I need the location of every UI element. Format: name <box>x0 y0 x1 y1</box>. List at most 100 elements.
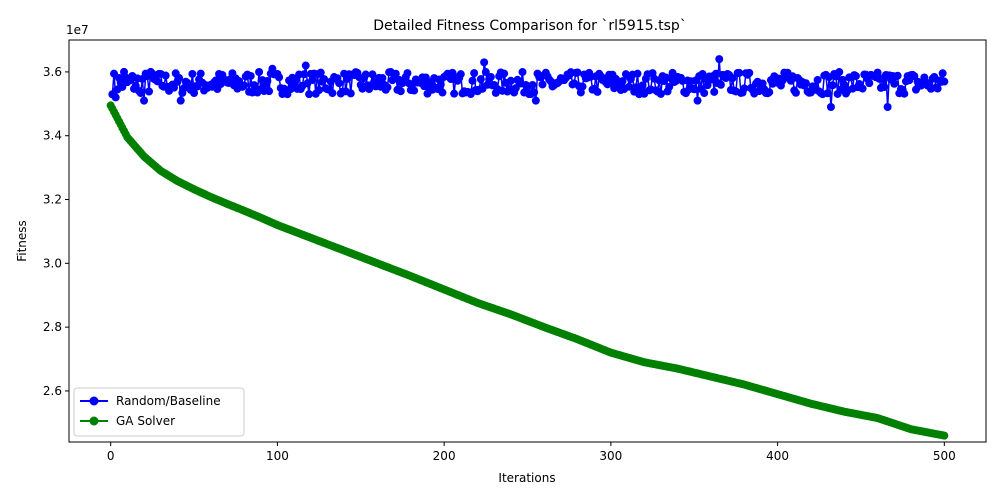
random-baseline-point <box>175 73 184 82</box>
random-baseline-point <box>391 69 400 78</box>
random-baseline-point <box>813 75 822 84</box>
random-baseline-point <box>893 71 902 80</box>
random-baseline-point <box>826 103 835 111</box>
x-axis-ticks: 0 100 200 300 400 500 <box>107 442 956 463</box>
random-baseline-point <box>190 89 199 98</box>
random-baseline-point <box>118 82 127 91</box>
random-baseline-point <box>305 90 314 99</box>
random-baseline-point <box>693 96 702 105</box>
random-baseline-point <box>361 70 370 79</box>
random-baseline-point <box>938 69 947 78</box>
random-baseline-point <box>715 55 724 64</box>
y-tick-label: 3.0 <box>43 256 62 270</box>
random-baseline-point <box>506 76 515 85</box>
random-baseline-point <box>240 81 249 90</box>
random-baseline-point <box>476 75 485 84</box>
random-baseline-point <box>468 76 477 85</box>
random-baseline-point <box>486 72 495 81</box>
random-baseline-point <box>890 79 899 88</box>
random-baseline-point <box>530 88 539 97</box>
random-baseline-point <box>111 93 120 102</box>
random-baseline-point <box>300 70 309 79</box>
random-baseline-point <box>531 96 540 105</box>
random-baseline-point <box>480 58 489 67</box>
random-baseline-point <box>263 77 272 85</box>
random-baseline-point <box>528 81 537 89</box>
random-baseline-point <box>410 86 419 95</box>
random-baseline-point <box>316 68 325 77</box>
random-baseline-point <box>933 84 942 93</box>
random-baseline-point <box>765 88 774 97</box>
legend-entry-ga: GA Solver <box>80 414 175 428</box>
random-baseline-point <box>346 89 355 98</box>
y-axis-label: Fitness <box>15 220 29 262</box>
random-baseline-point <box>883 103 892 111</box>
y-tick-label: 2.8 <box>43 320 62 334</box>
random-baseline-point <box>421 73 430 82</box>
random-baseline-point <box>745 68 754 77</box>
random-baseline-point <box>246 71 255 80</box>
random-baseline-point <box>161 71 170 80</box>
ga-solver-line <box>110 105 945 437</box>
random-baseline-point <box>740 84 749 93</box>
random-baseline-point <box>368 70 377 79</box>
random-baseline-point <box>176 96 185 105</box>
y-axis-ticks: 2.6 2.8 3.0 3.2 3.4 3.6 <box>43 65 69 398</box>
legend-label-ga: GA Solver <box>116 414 175 428</box>
plot-frame <box>68 39 987 443</box>
legend: Random/Baseline GA Solver <box>73 387 245 437</box>
random-baseline-point <box>436 80 445 89</box>
random-baseline-point <box>828 81 837 90</box>
random-baseline-point <box>335 79 344 88</box>
random-baseline-point <box>690 85 699 94</box>
random-baseline-point <box>735 68 744 77</box>
random-baseline-point <box>470 69 479 78</box>
random-baseline-point <box>865 79 874 88</box>
random-baseline-point <box>538 80 547 89</box>
random-baseline-point <box>328 89 337 98</box>
ga-solver-point <box>940 431 949 440</box>
random-baseline-point <box>638 81 647 90</box>
random-baseline-series <box>108 55 949 111</box>
random-baseline-point <box>308 76 317 85</box>
random-baseline-point <box>275 73 284 82</box>
random-baseline-point <box>320 75 329 84</box>
random-baseline-point <box>880 82 889 91</box>
random-baseline-point <box>396 87 405 96</box>
x-tick-label: 0 <box>107 449 115 463</box>
legend-marker-random <box>89 396 99 406</box>
random-baseline-point <box>593 87 602 96</box>
series-layer <box>106 55 949 440</box>
legend-label-random: Random/Baseline <box>116 394 221 408</box>
random-baseline-point <box>665 82 674 91</box>
random-baseline-point <box>456 70 465 79</box>
random-baseline-point <box>801 79 810 88</box>
chart-title: Detailed Fitness Comparison for `rl5915.… <box>373 18 687 34</box>
random-baseline-point <box>170 83 179 92</box>
y-tick-label: 2.6 <box>43 384 62 398</box>
y-tick-label: 3.6 <box>43 65 62 79</box>
random-baseline-point <box>858 84 867 93</box>
random-baseline-point <box>700 89 709 98</box>
y-tick-label: 3.4 <box>43 129 62 143</box>
random-baseline-point <box>823 89 832 98</box>
random-baseline-point <box>136 89 145 98</box>
random-baseline-point <box>188 69 197 78</box>
legend-entry-random: Random/Baseline <box>80 394 221 408</box>
random-baseline-point <box>140 96 149 105</box>
x-tick-label: 400 <box>766 449 789 463</box>
random-baseline-point <box>403 69 412 78</box>
ga-solver-series <box>106 101 949 440</box>
random-baseline-point <box>450 89 459 98</box>
random-baseline-point <box>578 82 587 91</box>
random-baseline-point <box>656 89 665 98</box>
y-tick-label: 3.2 <box>43 193 62 207</box>
random-baseline-point <box>716 80 725 89</box>
random-baseline-point <box>145 87 154 96</box>
random-baseline-point <box>518 68 527 77</box>
random-baseline-point <box>728 74 737 83</box>
random-baseline-point <box>873 68 882 77</box>
random-baseline-point <box>255 67 264 76</box>
x-tick-label: 300 <box>599 449 622 463</box>
